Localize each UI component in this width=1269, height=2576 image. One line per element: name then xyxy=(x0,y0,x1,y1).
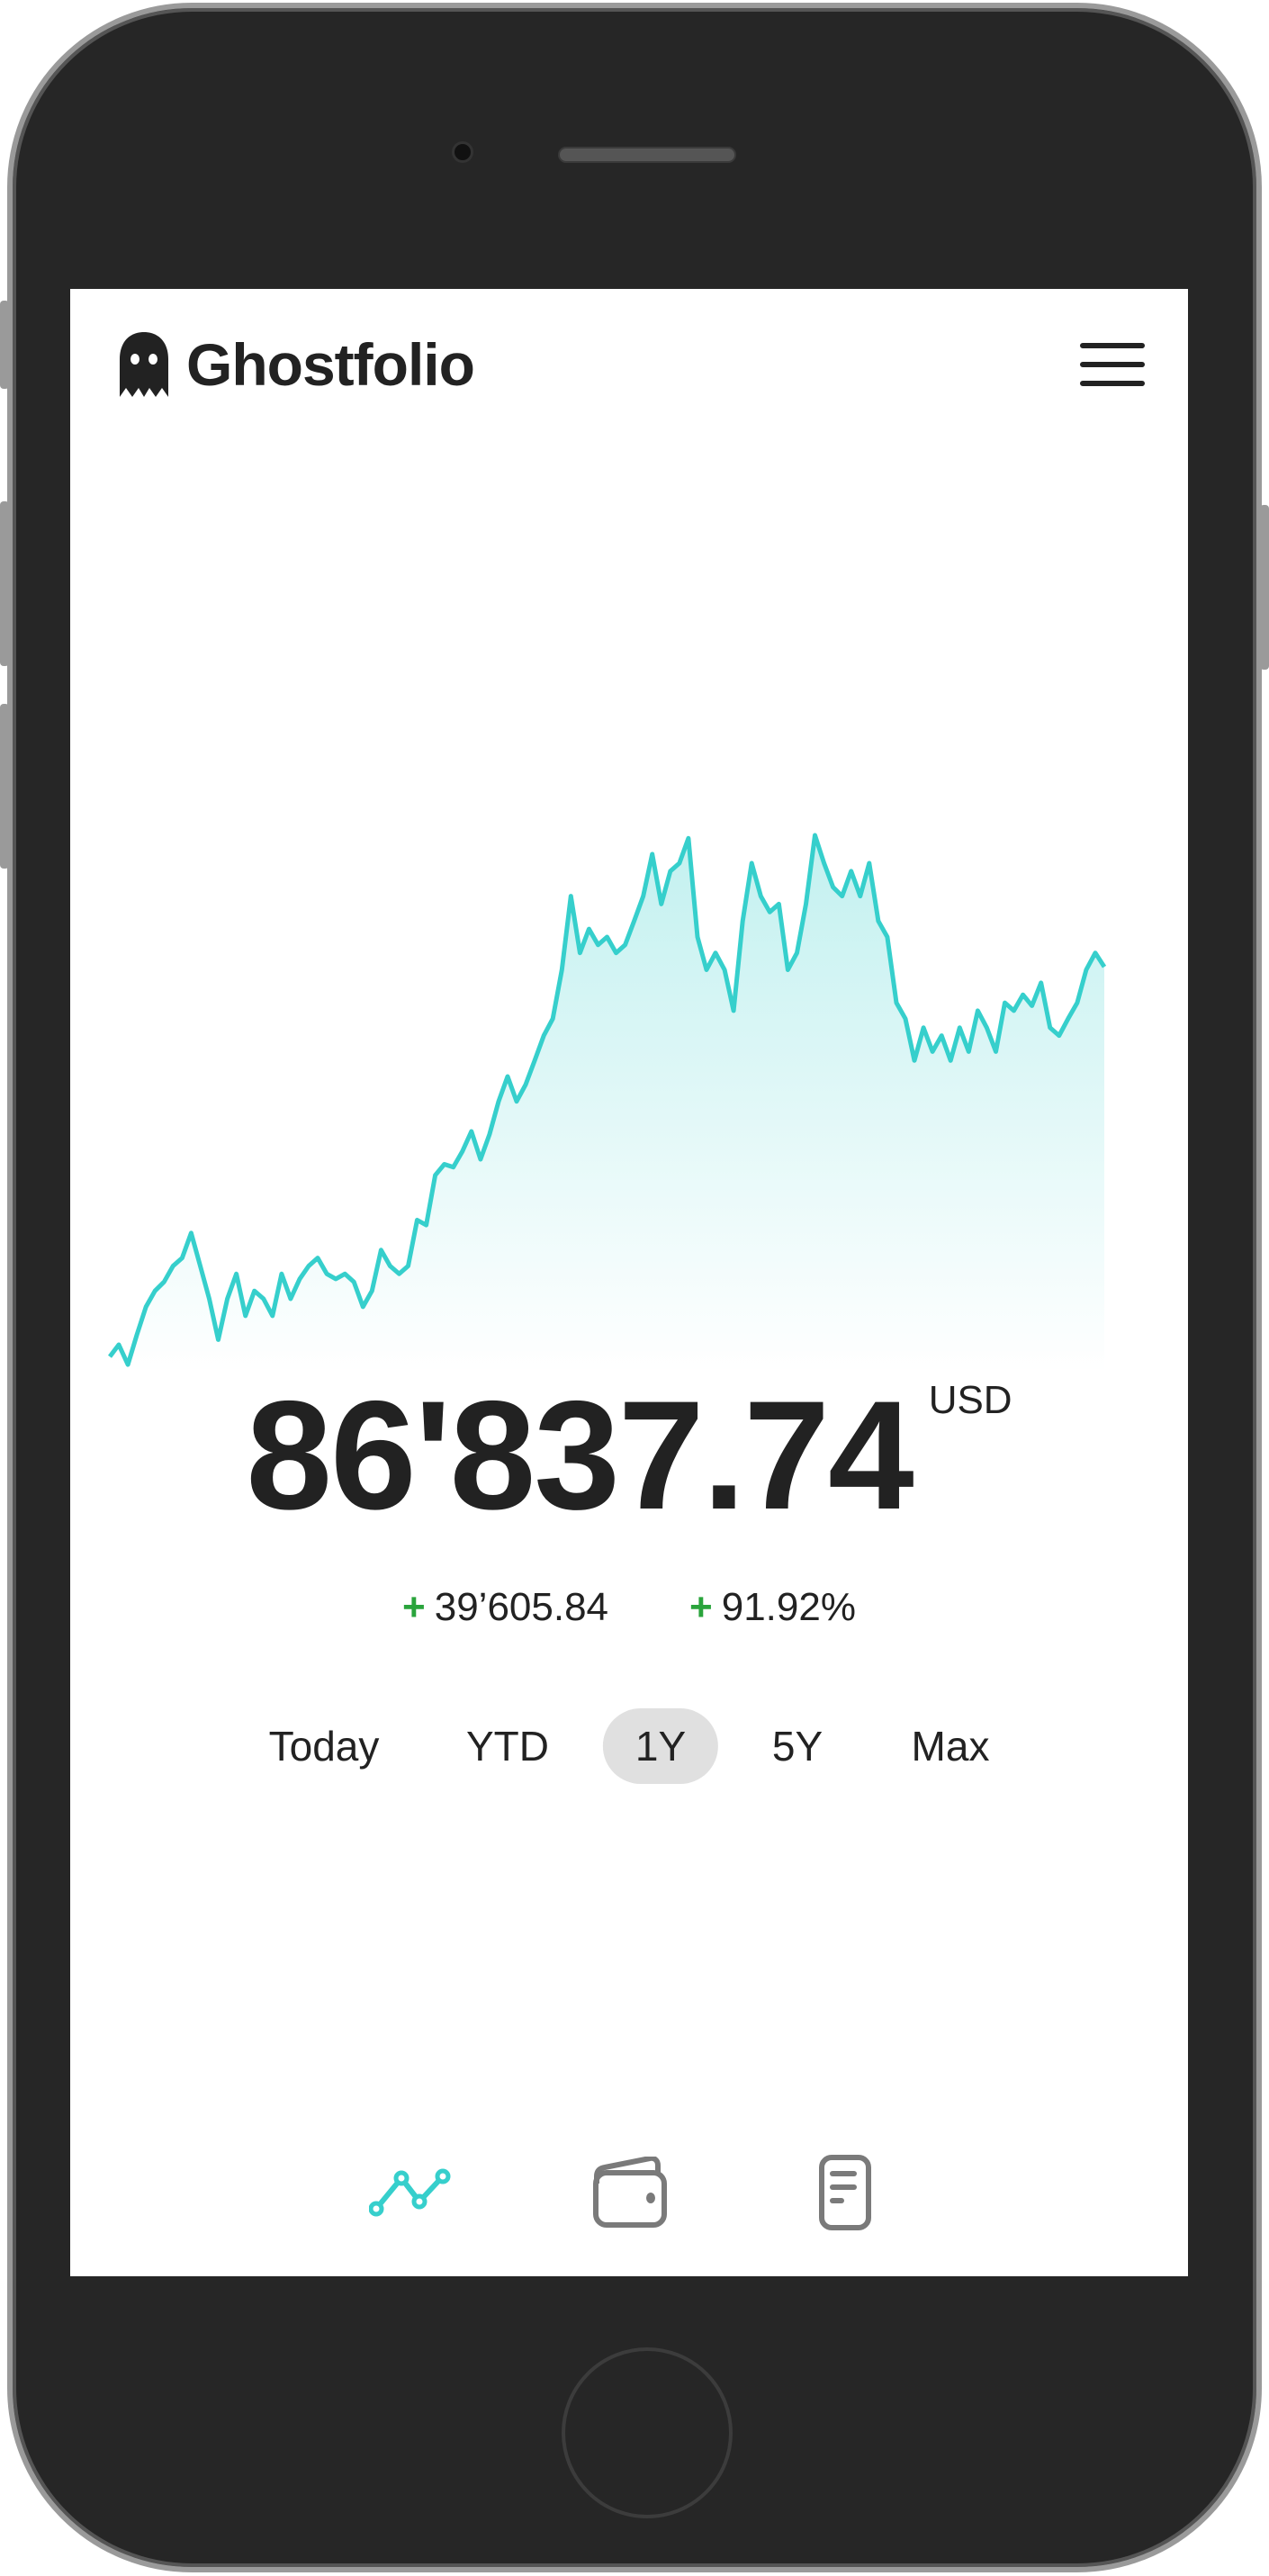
volume-down-button xyxy=(0,704,9,869)
home-button[interactable] xyxy=(562,2347,733,2518)
range-1y[interactable]: 1Y xyxy=(602,1708,719,1784)
range-5y[interactable]: 5Y xyxy=(771,1723,824,1770)
performance-change: +39’605.84 +91.92% xyxy=(70,1585,1188,1630)
chart-series-line xyxy=(108,833,1107,1367)
mute-switch xyxy=(0,301,9,389)
chart-area-fill xyxy=(110,835,1104,1373)
volume-up-button xyxy=(0,501,9,666)
performance-chart xyxy=(108,833,1107,1373)
nav-activities[interactable] xyxy=(800,2152,890,2233)
earpiece-speaker xyxy=(558,147,736,163)
logo[interactable]: Ghostfolio xyxy=(118,330,475,399)
range-max[interactable]: Max xyxy=(911,1723,990,1770)
wallet-icon xyxy=(593,2157,667,2228)
ghost-icon xyxy=(120,332,168,397)
portfolio-value: 86'837.74 USD xyxy=(70,1378,1188,1533)
app-screen: Ghostfolio 86'837.74 USD +39’605.84 +91.… xyxy=(70,289,1188,2276)
power-button xyxy=(1260,505,1269,670)
line-chart-icon xyxy=(369,2168,451,2217)
range-today[interactable]: Today xyxy=(268,1723,380,1770)
absolute-change: +39’605.84 xyxy=(402,1585,609,1629)
range-selector: Today YTD 1Y 5Y Max xyxy=(70,1708,1188,1784)
app-title: Ghostfolio xyxy=(186,331,475,398)
range-ytd[interactable]: YTD xyxy=(466,1723,549,1770)
hamburger-menu-icon[interactable] xyxy=(1080,343,1145,386)
currency-label: USD xyxy=(928,1378,1012,1422)
total-value: 86'837.74 xyxy=(246,1369,914,1542)
front-camera xyxy=(452,141,473,163)
nav-holdings[interactable] xyxy=(585,2152,675,2233)
document-icon xyxy=(819,2155,871,2230)
percent-change: +91.92% xyxy=(689,1585,856,1629)
bottom-nav xyxy=(70,2152,1188,2233)
nav-overview[interactable] xyxy=(367,2152,457,2233)
